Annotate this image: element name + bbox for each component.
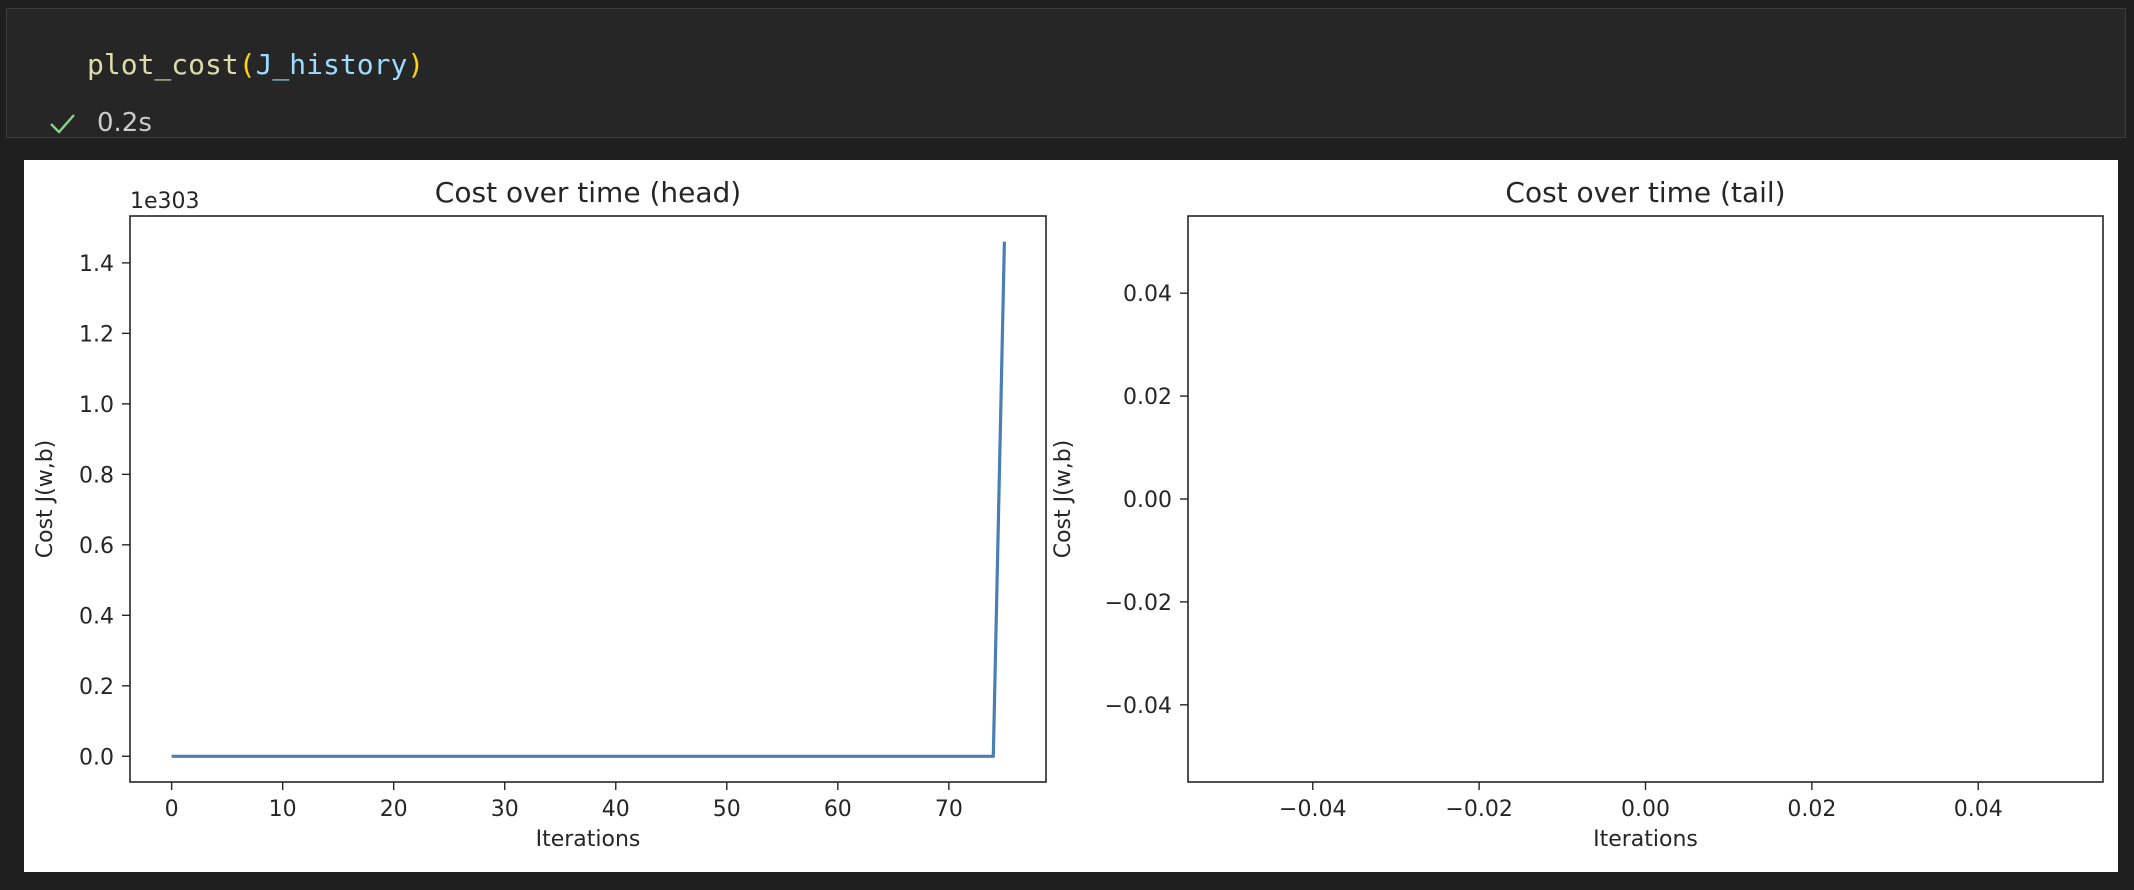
axes-frame	[129, 215, 1047, 783]
y-tick-label: 0.6	[79, 534, 114, 559]
code-line[interactable]: plot_cost(J_history)	[87, 47, 424, 83]
plot-figure: 0 10 20 30 40 50 60 70 0.0 0.2 0.4 0.6 0.8 1.0 1.2 1.4 C…	[33, 176, 2104, 852]
y-tick-label: 0.04	[1123, 282, 1172, 307]
x-tick-label: 0.02	[1787, 797, 1836, 822]
y-tick-label: −0.02	[1105, 591, 1172, 616]
checkmark-icon	[50, 114, 75, 134]
y-tick-label: 0.4	[79, 604, 114, 629]
x-tick-label: −0.04	[1279, 797, 1346, 822]
cell-output: 0 10 20 30 40 50 60 70 0.0 0.2 0.4 0.6 0.8 1.0 1.2 1.4 C…	[24, 160, 2118, 872]
chart-title: Cost over time (head)	[435, 176, 741, 209]
x-tick-label: 0	[165, 797, 179, 822]
x-tick-label: 10	[269, 797, 297, 822]
x-tick-label: 70	[935, 797, 963, 822]
x-tick-label: 30	[491, 797, 519, 822]
x-axis-label: Iterations	[536, 827, 641, 852]
x-tick-label: 0.00	[1621, 797, 1670, 822]
argument-name: J_history	[255, 48, 408, 81]
notebook-cell[interactable]: plot_cost(J_history) 0.2s	[6, 8, 2126, 138]
function-name: plot_cost	[87, 48, 239, 81]
x-tick-label: 40	[602, 797, 630, 822]
x-tick-label: −0.02	[1445, 797, 1512, 822]
open-paren: (	[238, 48, 256, 81]
x-tick-label: 50	[713, 797, 741, 822]
axes-frame	[1187, 215, 2104, 783]
chart-title: Cost over time (tail)	[1505, 176, 1785, 209]
y-tick-label: 0.02	[1123, 385, 1172, 410]
y-tick-label: 1.2	[79, 322, 114, 347]
series-line	[171, 241, 1006, 758]
chart-1: −0.04 −0.02 0.00 0.02 0.04 0.04 0.02 0.00 −0.02 −…	[1051, 176, 2104, 852]
chart-0: 0 10 20 30 40 50 60 70 0.0 0.2 0.4 0.6 0.8 1.0 1.2 1.4 C…	[33, 176, 1047, 852]
close-paren: )	[407, 48, 425, 81]
x-axis-label: Iterations	[1593, 827, 1698, 852]
x-tick-label: 20	[380, 797, 408, 822]
y-axis-label: Cost J(w,b)	[1051, 440, 1076, 559]
y-offset-label: 1e303	[130, 189, 200, 214]
y-tick-label: 0.8	[79, 463, 114, 488]
y-tick-label: −0.04	[1105, 694, 1172, 719]
execution-status: 0.2s	[47, 105, 152, 141]
y-axis-label: Cost J(w,b)	[33, 440, 58, 559]
x-tick-label: 60	[824, 797, 852, 822]
y-tick-label: 0.00	[1123, 488, 1172, 513]
y-tick-label: 1.0	[79, 393, 114, 418]
y-tick-label: 1.4	[79, 252, 114, 277]
y-tick-label: 0.0	[79, 745, 114, 770]
x-tick-label: 0.04	[1954, 797, 2003, 822]
y-tick-label: 0.2	[79, 675, 114, 700]
execution-time: 0.2s	[97, 108, 152, 138]
